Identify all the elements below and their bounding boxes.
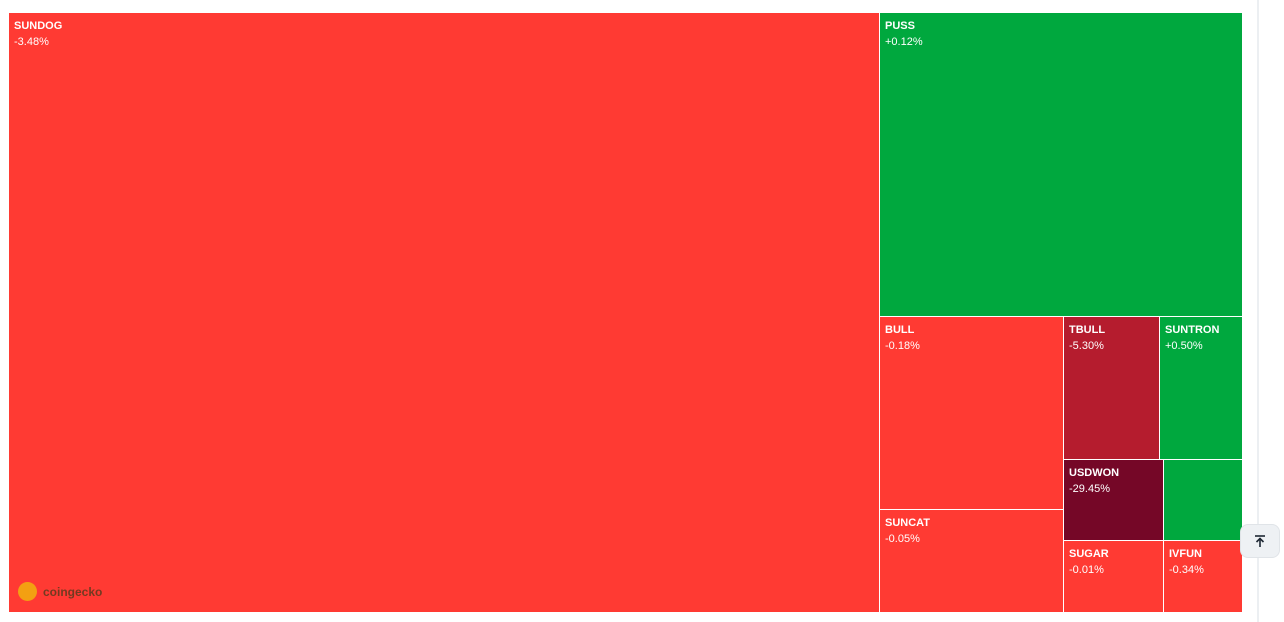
tile[interactable]: SUNCAT -0.05% xyxy=(880,510,1063,612)
tile-change: -0.18% xyxy=(885,340,920,352)
logo xyxy=(18,582,37,601)
tile-name: IVFUN xyxy=(1169,548,1202,560)
tile[interactable]: IVFUN -0.34% xyxy=(1164,541,1242,612)
tile-name: SUNTRON xyxy=(1165,324,1220,336)
tile[interactable]: SUGAR -0.01% xyxy=(1064,541,1163,612)
tile[interactable]: SUNDOG -3.48% xyxy=(9,13,879,612)
tile[interactable]: BULL -0.18% xyxy=(880,317,1063,509)
watermark-text: coingecko xyxy=(43,584,103,599)
scroll-top-icon xyxy=(1255,535,1265,547)
tile-change: -0.34% xyxy=(1169,564,1204,576)
tile-change: +0.50% xyxy=(1165,340,1203,352)
tile[interactable]: TBULL -5.30% xyxy=(1064,317,1159,459)
tile-name: USDWON xyxy=(1069,467,1120,479)
tile-name: SUNDOG xyxy=(14,20,63,32)
tile-change: -29.45% xyxy=(1069,483,1110,495)
tile-name: SUGAR xyxy=(1069,548,1109,560)
tile-change: -5.30% xyxy=(1069,340,1104,352)
tile[interactable]: SUNTRON +0.50% xyxy=(1160,317,1242,459)
tile-name: PUSS xyxy=(885,20,915,32)
watermark: coingecko xyxy=(18,582,102,601)
tile-name: SUNCAT xyxy=(885,517,931,529)
tile-name: TBULL xyxy=(1069,324,1106,336)
tile[interactable]: PUSS +0.12% xyxy=(880,13,1242,316)
panel-edge xyxy=(1257,0,1259,622)
tile-change: +0.12% xyxy=(885,36,923,48)
tile-change: -0.05% xyxy=(885,533,920,545)
tile-name: BULL xyxy=(885,324,915,336)
scroll-top-button[interactable] xyxy=(1240,524,1280,558)
tile-change: -3.48% xyxy=(14,36,49,48)
tile-change: -0.01% xyxy=(1069,564,1104,576)
tile[interactable]: USDWON -29.45% xyxy=(1064,460,1163,540)
tile[interactable] xyxy=(1164,460,1242,540)
